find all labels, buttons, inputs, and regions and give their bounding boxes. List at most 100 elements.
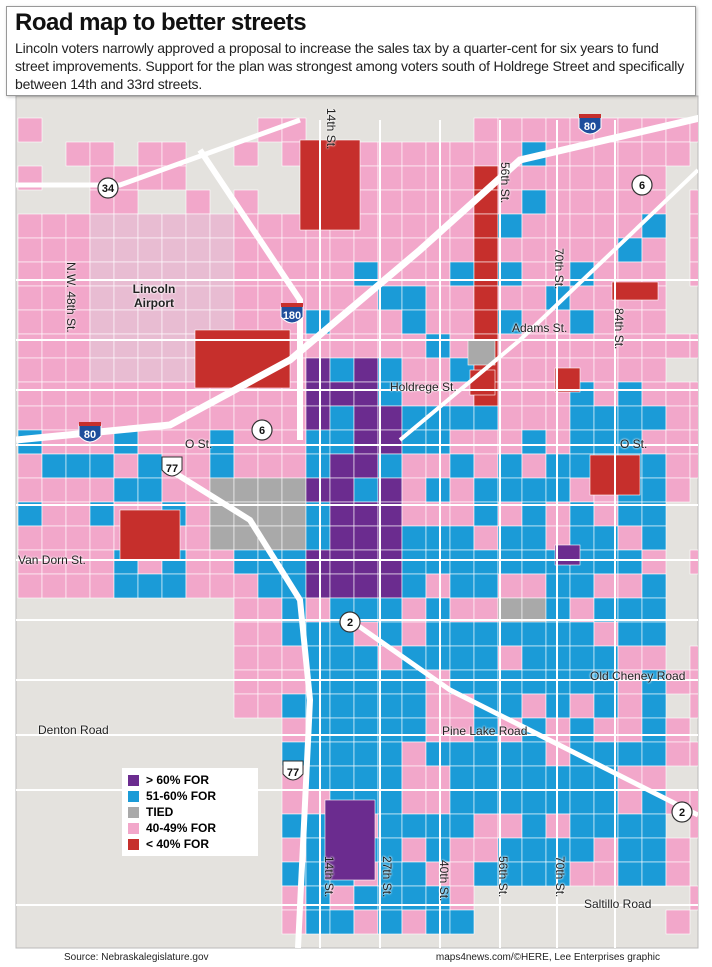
legend-swatch: [128, 806, 139, 818]
shield-band: [579, 114, 601, 118]
precinct: [401, 885, 427, 911]
precinct: [89, 357, 115, 383]
precinct: [329, 549, 355, 575]
precinct: [17, 549, 43, 575]
precinct: [353, 669, 379, 695]
precinct: [89, 285, 115, 311]
precinct: [521, 381, 547, 407]
precinct: [689, 381, 698, 407]
legend-label: > 60% FOR: [146, 773, 210, 787]
precinct: [401, 741, 427, 767]
precinct: [689, 429, 698, 455]
precinct: [113, 237, 139, 263]
precinct: [473, 669, 499, 695]
precinct: [449, 789, 475, 815]
precinct: [641, 141, 667, 167]
precinct: [449, 141, 475, 167]
precinct: [617, 309, 643, 335]
precinct: [425, 573, 451, 599]
precinct: [569, 645, 595, 671]
precinct: [425, 717, 451, 743]
street-label: 27th St.: [380, 856, 394, 898]
shield: [97, 177, 119, 199]
precinct: [281, 669, 307, 695]
precinct: [353, 261, 379, 287]
precinct: [473, 453, 499, 479]
precinct: [665, 837, 691, 863]
street-label: 14th St.: [324, 108, 338, 150]
precinct: [113, 357, 139, 383]
precinct: [401, 165, 427, 191]
precinct: [521, 741, 547, 767]
precinct: [41, 405, 67, 431]
precinct: [617, 717, 643, 743]
legend-label: < 40% FOR: [146, 837, 210, 851]
legend-swatch: [128, 774, 139, 786]
precinct: [425, 429, 451, 455]
shield-label: 6: [639, 180, 645, 192]
precinct: [617, 597, 643, 623]
precinct: [161, 237, 187, 263]
precinct: [497, 837, 523, 863]
precinct: [161, 213, 187, 239]
precinct: [641, 477, 667, 503]
precinct: [353, 477, 379, 503]
legend-swatch: [128, 790, 139, 802]
precinct: [305, 405, 331, 431]
precinct: [17, 405, 43, 431]
precinct: [521, 357, 547, 383]
precinct: [497, 645, 523, 671]
precinct: [521, 333, 547, 359]
shield: [671, 801, 693, 823]
precinct: [329, 645, 355, 671]
precinct: [113, 309, 139, 335]
precinct: [449, 645, 475, 671]
precinct: [185, 237, 211, 263]
precinct: [641, 741, 667, 767]
precinct: [425, 453, 451, 479]
precinct: [377, 213, 403, 239]
precinct: [425, 141, 451, 167]
precinct: [17, 357, 43, 383]
precinct: [377, 693, 403, 719]
precinct: [353, 405, 379, 431]
shield: [280, 305, 304, 324]
precinct: [161, 309, 187, 335]
precinct: [113, 381, 139, 407]
precinct: [89, 549, 115, 575]
precinct: [473, 309, 499, 335]
precinct: [401, 909, 427, 935]
precinct: [377, 669, 403, 695]
precinct: [449, 405, 475, 431]
shield-label: 6: [259, 425, 265, 437]
precinct: [554, 544, 581, 566]
precinct: [449, 309, 475, 335]
precinct: [329, 717, 355, 743]
precinct: [353, 429, 379, 455]
precinct: [329, 333, 355, 359]
precinct: [113, 285, 139, 311]
precinct: [449, 837, 475, 863]
precinct: [497, 765, 523, 791]
precinct: [377, 477, 403, 503]
precinct: [401, 357, 427, 383]
precinct: [425, 693, 451, 719]
precinct: [554, 367, 581, 393]
precinct: [194, 329, 291, 389]
precinct: [689, 333, 698, 359]
precinct: [473, 789, 499, 815]
precinct: [401, 861, 427, 887]
precinct: [425, 621, 451, 647]
precinct: [521, 261, 547, 287]
precinct: [305, 285, 331, 311]
precinct: [689, 549, 698, 575]
precinct: [425, 261, 451, 287]
precinct: [401, 381, 427, 407]
precinct: [329, 741, 355, 767]
precinct: [641, 453, 667, 479]
precinct: [257, 693, 283, 719]
precinct: [569, 717, 595, 743]
precinct: [41, 213, 67, 239]
subtitle: Lincoln voters narrowly approved a propo…: [15, 40, 685, 92]
precinct: [569, 405, 595, 431]
